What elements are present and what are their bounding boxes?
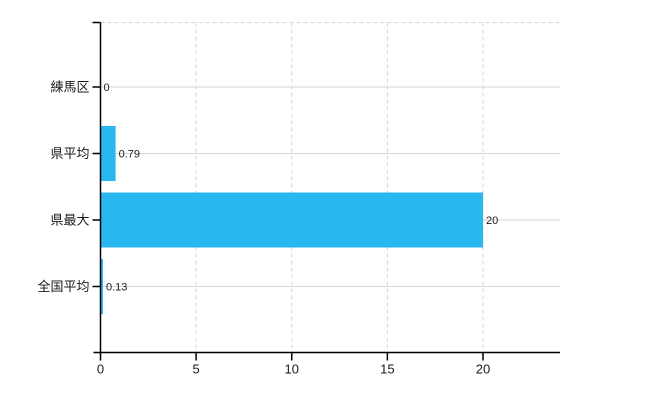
category-label: 県平均 bbox=[50, 146, 89, 161]
category-label: 練馬区 bbox=[50, 80, 89, 95]
bar bbox=[100, 192, 483, 248]
value-label: 20 bbox=[486, 215, 498, 227]
value-label: 0.79 bbox=[119, 149, 140, 161]
bar bbox=[100, 126, 116, 181]
category-label: 全国平均 bbox=[37, 279, 89, 294]
x-tick-label: 5 bbox=[193, 362, 200, 377]
x-tick-label: 10 bbox=[285, 362, 299, 377]
x-tick-label: 0 bbox=[97, 362, 104, 377]
value-label: 0 bbox=[104, 82, 110, 94]
category-label: 県最大 bbox=[50, 213, 89, 228]
x-tick-label: 15 bbox=[380, 362, 394, 377]
value-label: 0.13 bbox=[106, 282, 127, 294]
bar bbox=[100, 259, 103, 314]
x-tick-label: 20 bbox=[476, 362, 490, 377]
